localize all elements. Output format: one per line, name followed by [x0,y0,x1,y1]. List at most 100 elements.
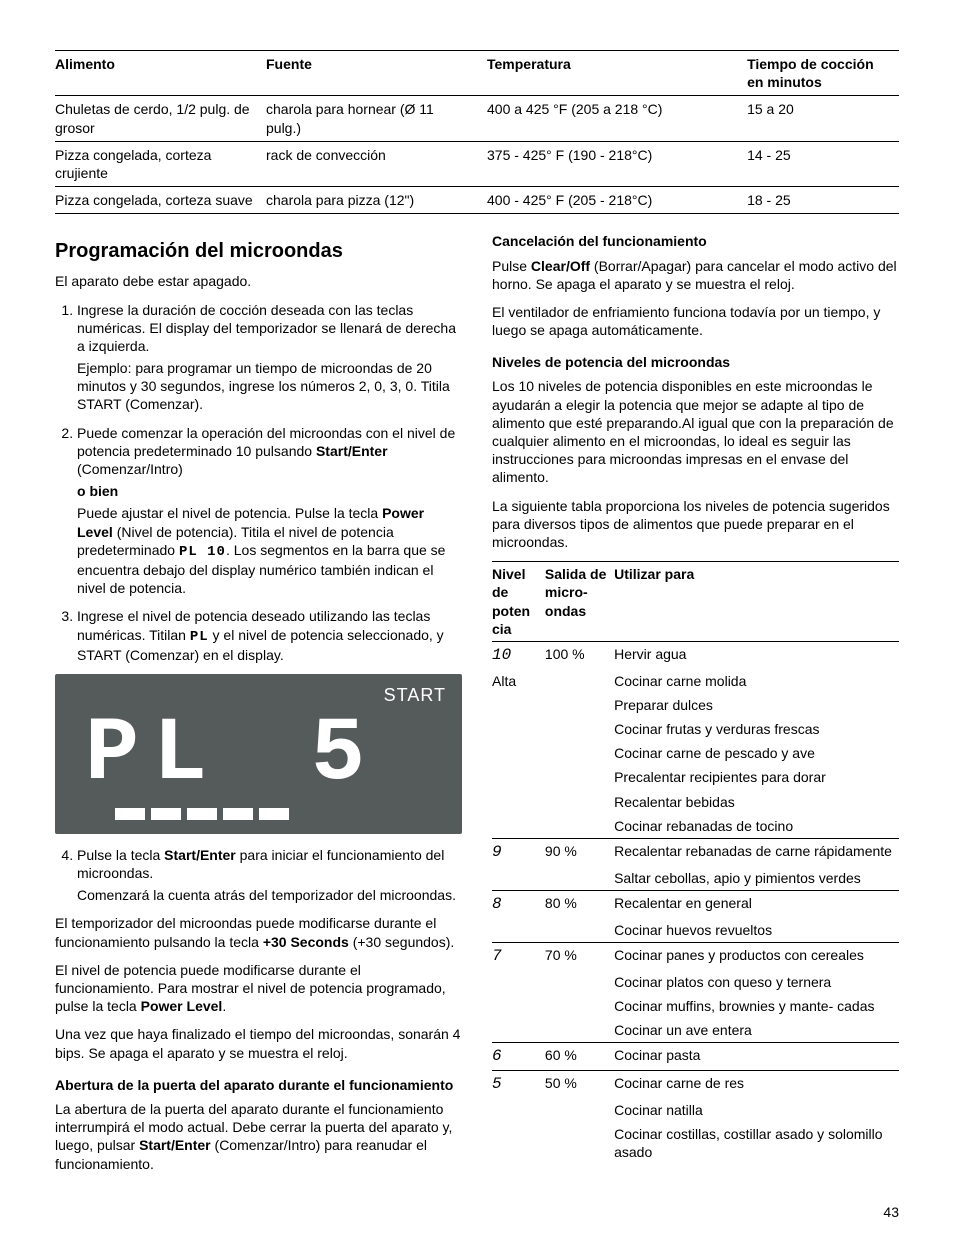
display-pl-glyph: PL [85,710,221,800]
cell-use: Cocinar pasta [614,1043,899,1071]
step-4b: Comenzará la cuenta atrás del temporizad… [77,886,462,904]
plmod-bold: Power Level [141,998,223,1014]
cell-level [492,765,545,789]
para-powerlevel-mod: El nivel de potencia puede modificarse d… [55,961,462,1016]
para-cancel-fan: El ventilador de enfriamiento funciona t… [492,303,899,339]
cell-use: Recalentar bebidas [614,790,899,814]
power-table-row: AltaCocinar carne molida [492,669,899,693]
table-cell: charola para pizza (12") [266,187,477,214]
cell-output: 90 % [545,838,614,865]
power-table-row: Cocinar frutas y verduras frescas [492,717,899,741]
power-table-row: 550 %Cocinar carne de res [492,1071,899,1098]
power-table-row: 7 70 %Cocinar panes y productos con cerea… [492,942,899,969]
steps-list: Ingrese la duración de cocción deseada c… [55,301,462,664]
cell-level [492,1122,545,1164]
content-columns: Programación del microondas El aparato d… [55,232,899,1182]
plmod-pre: El nivel de potencia puede modificarse d… [55,962,446,1014]
power-table-row: 10100 %Hervir agua [492,641,899,668]
display-power-bars [115,808,289,820]
col-fuente: Fuente [266,51,477,96]
power-table-row: Saltar cebollas, apio y pimientos verdes [492,866,899,891]
cell-output [545,994,614,1018]
cell-level: 9 [492,838,545,865]
display-value-glyph: 5 [311,710,379,800]
cell-output [545,1122,614,1164]
cell-output [545,765,614,789]
plmod-post: . [222,998,226,1014]
step-1: Ingrese la duración de cocción deseada c… [77,301,462,414]
power-table-row: Recalentar bebidas [492,790,899,814]
cell-output [545,790,614,814]
col-utilizar: Utilizar para [614,562,899,642]
cell-use: Recalentar rebanadas de carne rápidament… [614,838,899,865]
cell-level [492,1098,545,1122]
cell-level [492,994,545,1018]
cancel-pre: Pulse [492,258,531,274]
para-finish: Una vez que haya finalizado el tiempo de… [55,1025,462,1061]
cell-level [492,918,545,943]
section-heading-programacion: Programación del microondas [55,238,462,264]
cell-use: Cocinar costillas, costillar asado y sol… [614,1122,899,1164]
display-segment-readout: PL 5 [85,710,379,800]
para-levels-2: La siguiente tabla proporciona los nivel… [492,497,899,552]
step-2b: Puede ajustar el nivel de potencia. Puls… [77,504,462,597]
cell-level [492,970,545,994]
step-2b-pre: Puede ajustar el nivel de potencia. Puls… [77,505,382,521]
step-1b: Ejemplo: para programar un tiempo de mic… [77,359,462,414]
power-table-row: Cocinar costillas, costillar asado y sol… [492,1122,899,1164]
cell-output [545,866,614,891]
power-table-row: 660 %Cocinar pasta [492,1043,899,1071]
cell-use: Cocinar natilla [614,1098,899,1122]
power-bar-segment [223,808,253,820]
door-bold: Start/Enter [139,1137,211,1153]
cell-level [492,741,545,765]
power-bar-segment [115,808,145,820]
cell-use: Cocinar muffins, brownies y mante- cadas [614,994,899,1018]
step-2a-bold: Start/Enter [316,443,388,459]
plus30-post: (+30 segundos). [349,934,454,950]
level-glyph-icon: 7 [492,947,502,965]
display-start-label: START [384,684,446,707]
heading-door-open: Abertura de la puerta del aparato durant… [55,1076,462,1094]
cell-output [545,918,614,943]
cell-output: 70 % [545,942,614,969]
cell-level [492,1018,545,1043]
cell-use: Cocinar huevos revueltos [614,918,899,943]
power-header-row: Nivel de poten cia Salida de micro- onda… [492,562,899,642]
power-table-row: Cocinar carne de pescado y ave [492,741,899,765]
cell-level: 7 [492,942,545,969]
cell-level: 5 [492,1071,545,1098]
cell-use: Cocinar panes y productos con cereales [614,942,899,969]
cell-output: 60 % [545,1043,614,1071]
table-cell: rack de convección [266,141,477,186]
cell-level [492,790,545,814]
table-cell: 14 - 25 [747,141,899,186]
pl-icon: PL [190,629,209,645]
table-cell: Pizza congelada, corteza suave [55,187,266,214]
table-row: Chuletas de cerdo, 1/2 pulg. de grosorch… [55,96,899,141]
power-table-row: 880 %Recalentar en general [492,890,899,917]
level-glyph-icon: 9 [492,843,502,861]
level-glyph-icon: 8 [492,895,502,913]
cell-use: Cocinar rebanadas de tocino [614,814,899,839]
left-column: Programación del microondas El aparato d… [55,232,462,1182]
power-table-row: Cocinar huevos revueltos [492,918,899,943]
cell-level: 6 [492,1043,545,1071]
table-row: Pizza congelada, corteza suavecharola pa… [55,187,899,214]
cell-output: 50 % [545,1071,614,1098]
cell-output [545,717,614,741]
power-table-row: Cocinar natilla [492,1098,899,1122]
step-2a-post: (Comenzar/Intro) [77,461,183,477]
table-cell: 15 a 20 [747,96,899,141]
cell-use: Cocinar carne molida [614,669,899,693]
food-cooking-table: Alimento Fuente Temperatura Tiempo de co… [55,50,899,214]
cell-level: 10 [492,641,545,668]
cell-use: Preparar dulces [614,693,899,717]
power-table-row: Precalentar recipientes para dorar [492,765,899,789]
step-2-or: o bien [77,482,462,500]
cell-use: Cocinar un ave entera [614,1018,899,1043]
power-bar-segment [259,808,289,820]
cell-use: Cocinar carne de pescado y ave [614,741,899,765]
pl10-icon: PL 10 [179,544,226,560]
intro-text: El aparato debe estar apagado. [55,272,462,290]
